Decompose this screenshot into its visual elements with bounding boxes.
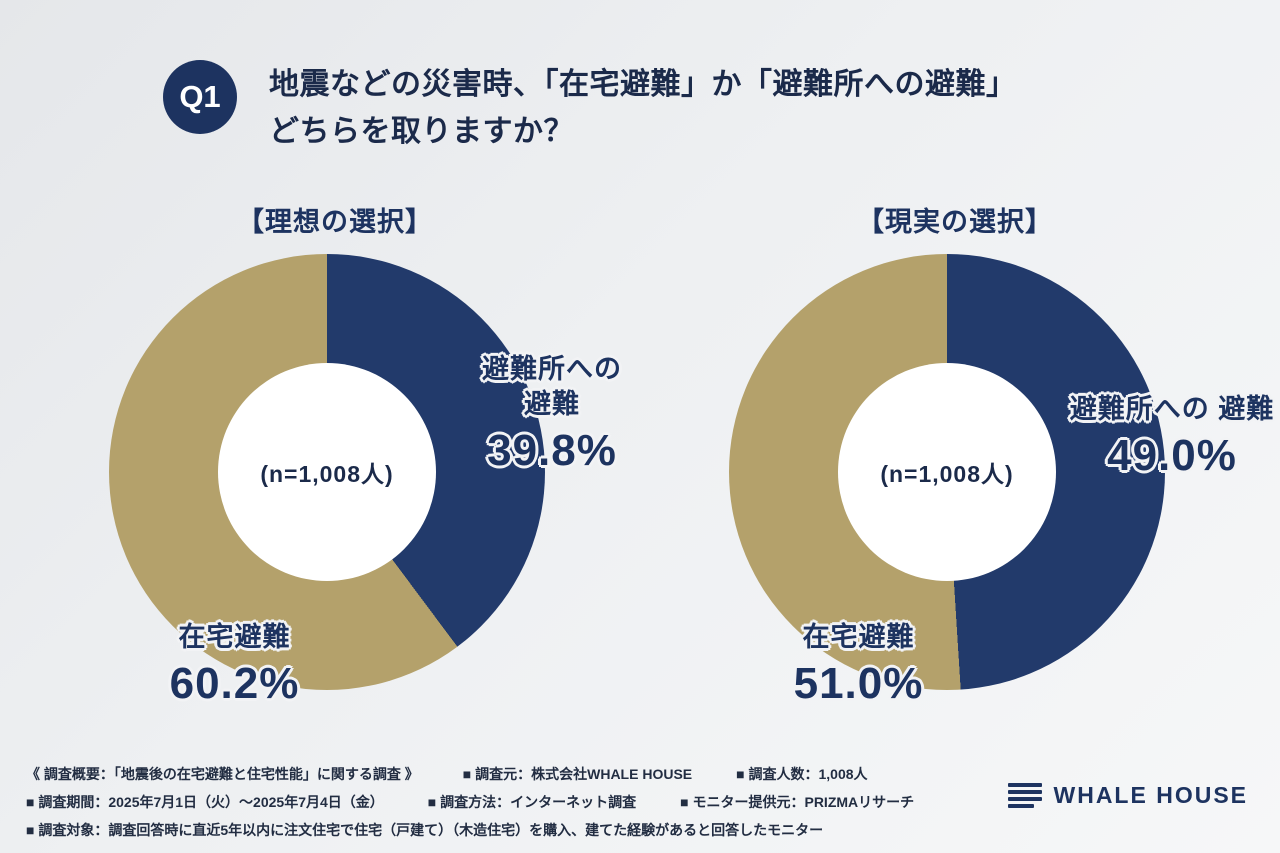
survey-note-line3: ■ 調査対象：調査回答時に直近5年以内に注文住宅で住宅（戸建て）（木造住宅）を購… xyxy=(26,816,914,844)
survey-target: ■ 調査対象：調査回答時に直近5年以内に注文住宅で住宅（戸建て）（木造住宅）を購… xyxy=(26,822,824,838)
survey-overview: 《 調査概要：「地震後の在宅避難と住宅性能」に関する調査 》 xyxy=(26,766,419,782)
question-title: 地震などの災害時、「在宅避難」か「避難所への避難」 どちらを取りますか？ xyxy=(269,62,1017,155)
chart-reality-title: 【現実の選択】 xyxy=(857,207,1053,237)
whale-house-logo-icon xyxy=(1007,783,1042,808)
donut-reality-center: (n=1,008人) xyxy=(838,363,1056,581)
label-home-ideal-value: 60.2% xyxy=(169,659,300,709)
label-home-reality-value: 51.0% xyxy=(793,659,924,709)
brand-name: WHALE HOUSE xyxy=(1053,782,1248,808)
survey-source: ■ 調査元：株式会社WHALE HOUSE xyxy=(462,766,693,782)
sample-size-label: (n=1,008人) xyxy=(260,461,394,487)
label-home-reality: 在宅避難 51.0% xyxy=(741,620,976,709)
label-home-ideal: 在宅避難 60.2% xyxy=(117,620,352,709)
survey-notes: 《 調査概要：「地震後の在宅避難と住宅性能」に関する調査 》 ■ 調査元：株式会… xyxy=(26,760,914,844)
label-shelter-reality: 避難所への 避難 49.0% xyxy=(1027,392,1280,481)
sample-size-label: (n=1,008人) xyxy=(880,461,1014,487)
brand-logo: WHALE HOUSE xyxy=(1007,782,1249,809)
label-shelter-ideal-name: 避難所への 避難 xyxy=(482,354,622,420)
survey-count: ■ 調査人数：1,008人 xyxy=(736,766,868,782)
donut-ideal-center: (n=1,008人) xyxy=(218,363,436,581)
survey-monitor-provider: ■ モニター提供元：PRIZMAリサーチ xyxy=(680,794,915,810)
survey-method: ■ 調査方法：インターネット調査 xyxy=(427,794,637,810)
label-shelter-ideal-value: 39.8% xyxy=(487,426,617,476)
question-title-line2: どちらを取りますか？ xyxy=(269,114,574,148)
chart-reality-panel: 【現実の選択】 (n=1,008人) 避難所への 避難 49.0% 在宅避難 5… xyxy=(675,190,1273,750)
question-title-line1: 地震などの災害時、「在宅避難」か「避難所への避難」 xyxy=(269,68,1017,101)
label-home-reality-name: 在宅避難 xyxy=(802,622,915,652)
label-home-ideal-name: 在宅避難 xyxy=(178,622,291,652)
survey-period: ■ 調査期間：2025年7月1日（火）〜2025年7月4日（金） xyxy=(26,794,384,810)
label-shelter-reality-name: 避難所への 避難 xyxy=(1069,394,1275,424)
question-badge: Q1 xyxy=(163,60,237,134)
label-shelter-ideal: 避難所への 避難 39.8% xyxy=(427,352,677,476)
chart-ideal-panel: 【理想の選択】 (n=1,008人) 避難所への 避難 39.8% 在宅避難 6… xyxy=(55,190,621,750)
donut-ideal-wrap: (n=1,008人) 避難所への 避難 39.8% 在宅避難 60.2% xyxy=(109,254,621,708)
label-shelter-reality-value: 49.0% xyxy=(1107,431,1237,481)
chart-ideal-title: 【理想の選択】 xyxy=(237,207,433,237)
survey-note-line1: 《 調査概要：「地震後の在宅避難と住宅性能」に関する調査 》 ■ 調査元：株式会… xyxy=(26,760,914,788)
survey-note-line2: ■ 調査期間：2025年7月1日（火）〜2025年7月4日（金） ■ 調査方法：… xyxy=(26,788,914,816)
header: Q1 地震などの災害時、「在宅避難」か「避難所への避難」 どちらを取りますか？ xyxy=(163,60,1017,155)
donut-reality-wrap: (n=1,008人) 避難所への 避難 49.0% 在宅避難 51.0% xyxy=(729,254,1273,708)
